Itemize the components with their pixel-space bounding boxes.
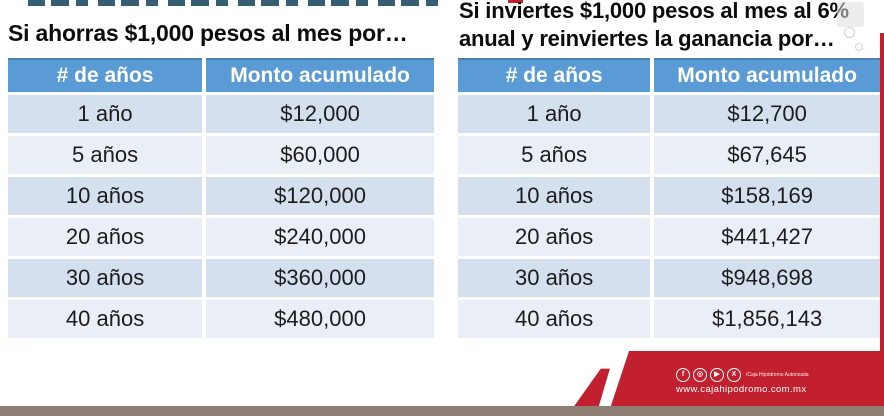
footer-banner-content: f ◎ ▶ X /Caja Hipódromo Autorizada www.c… xyxy=(676,368,856,395)
table-row: 40 años $480,000 xyxy=(8,300,434,338)
table-cell: $1,856,143 xyxy=(654,300,880,338)
investment-title-line2: anual y reinviertes la ganancia por… xyxy=(459,25,835,51)
website-url: www.cajahipodromo.com.mx xyxy=(676,384,807,395)
table-cell: 1 año xyxy=(458,95,651,133)
table-cell: $120,000 xyxy=(206,177,434,215)
amount-column-header: Monto acumulado xyxy=(206,58,434,92)
table-row: 30 años $360,000 xyxy=(8,259,434,297)
table-row: 10 años $158,169 xyxy=(458,177,880,215)
instagram-icon: ◎ xyxy=(693,368,707,382)
table-cell: 30 años xyxy=(458,259,651,297)
years-column-header: # de años xyxy=(8,58,203,92)
table-cell: 10 años xyxy=(8,177,203,215)
investment-title-line1: Si inviertes $1,000 pesos al mes al 6% xyxy=(459,0,849,23)
table-row: 10 años $120,000 xyxy=(8,177,434,215)
table-cell: 30 años xyxy=(8,259,203,297)
table-cell: $67,645 xyxy=(654,136,880,174)
cropped-title-fragment xyxy=(28,0,442,6)
savings-table: # de años Monto acumulado 1 año $12,000 5 … xyxy=(4,55,438,341)
table-cell: 1 año xyxy=(8,95,203,133)
amount-column-header: Monto acumulado xyxy=(654,58,880,92)
table-cell: $158,169 xyxy=(654,177,880,215)
table-row: 5 años $60,000 xyxy=(8,136,434,174)
table-cell: 10 años xyxy=(458,177,651,215)
table-cell: 20 años xyxy=(458,218,651,256)
savings-table-title: Si ahorras $1,000 pesos al mes por… xyxy=(8,20,408,46)
table-cell: $948,698 xyxy=(654,259,880,297)
table-cell: $12,700 xyxy=(654,95,880,133)
table-row: 1 año $12,700 xyxy=(458,95,880,133)
table-header-row: # de años Monto acumulado xyxy=(458,58,880,92)
investment-table: # de años Monto acumulado 1 año $12,700 5 … xyxy=(454,55,884,341)
table-cell: $12,000 xyxy=(206,95,434,133)
table-cell: $360,000 xyxy=(206,259,434,297)
youtube-icon: ▶ xyxy=(710,368,724,382)
years-column-header: # de años xyxy=(458,58,651,92)
table-row: 30 años $948,698 xyxy=(458,259,880,297)
facebook-icon: f xyxy=(676,368,690,382)
x-icon: X xyxy=(727,368,741,382)
table-row: 20 años $441,427 xyxy=(458,218,880,256)
table-cell: $480,000 xyxy=(206,300,434,338)
social-icons-row: f ◎ ▶ X /Caja Hipódromo Autorizada xyxy=(676,368,856,382)
bottom-bar xyxy=(0,406,884,416)
table-cell: 20 años xyxy=(8,218,203,256)
watermark-circle xyxy=(844,27,855,38)
table-cell: 40 años xyxy=(8,300,203,338)
red-edge-strip xyxy=(880,33,884,407)
watermark-circle xyxy=(855,43,863,51)
investment-table-title: Si inviertes $1,000 pesos al mes al 6% an… xyxy=(459,0,884,52)
table-cell: $240,000 xyxy=(206,218,434,256)
table-row: 40 años $1,856,143 xyxy=(458,300,880,338)
table-cell: 40 años xyxy=(458,300,651,338)
table-cell: 5 años xyxy=(8,136,203,174)
watermark-square xyxy=(837,2,864,27)
table-row: 1 año $12,000 xyxy=(8,95,434,133)
table-cell: $60,000 xyxy=(206,136,434,174)
footer-tagline: /Caja Hipódromo Autorizada xyxy=(746,372,809,378)
table-row: 5 años $67,645 xyxy=(458,136,880,174)
table-header-row: # de años Monto acumulado xyxy=(8,58,434,92)
footer-banner xyxy=(610,351,884,406)
cropped-title-red-fragment xyxy=(508,0,523,3)
table-cell: 5 años xyxy=(458,136,651,174)
table-row: 20 años $240,000 xyxy=(8,218,434,256)
table-cell: $441,427 xyxy=(654,218,880,256)
